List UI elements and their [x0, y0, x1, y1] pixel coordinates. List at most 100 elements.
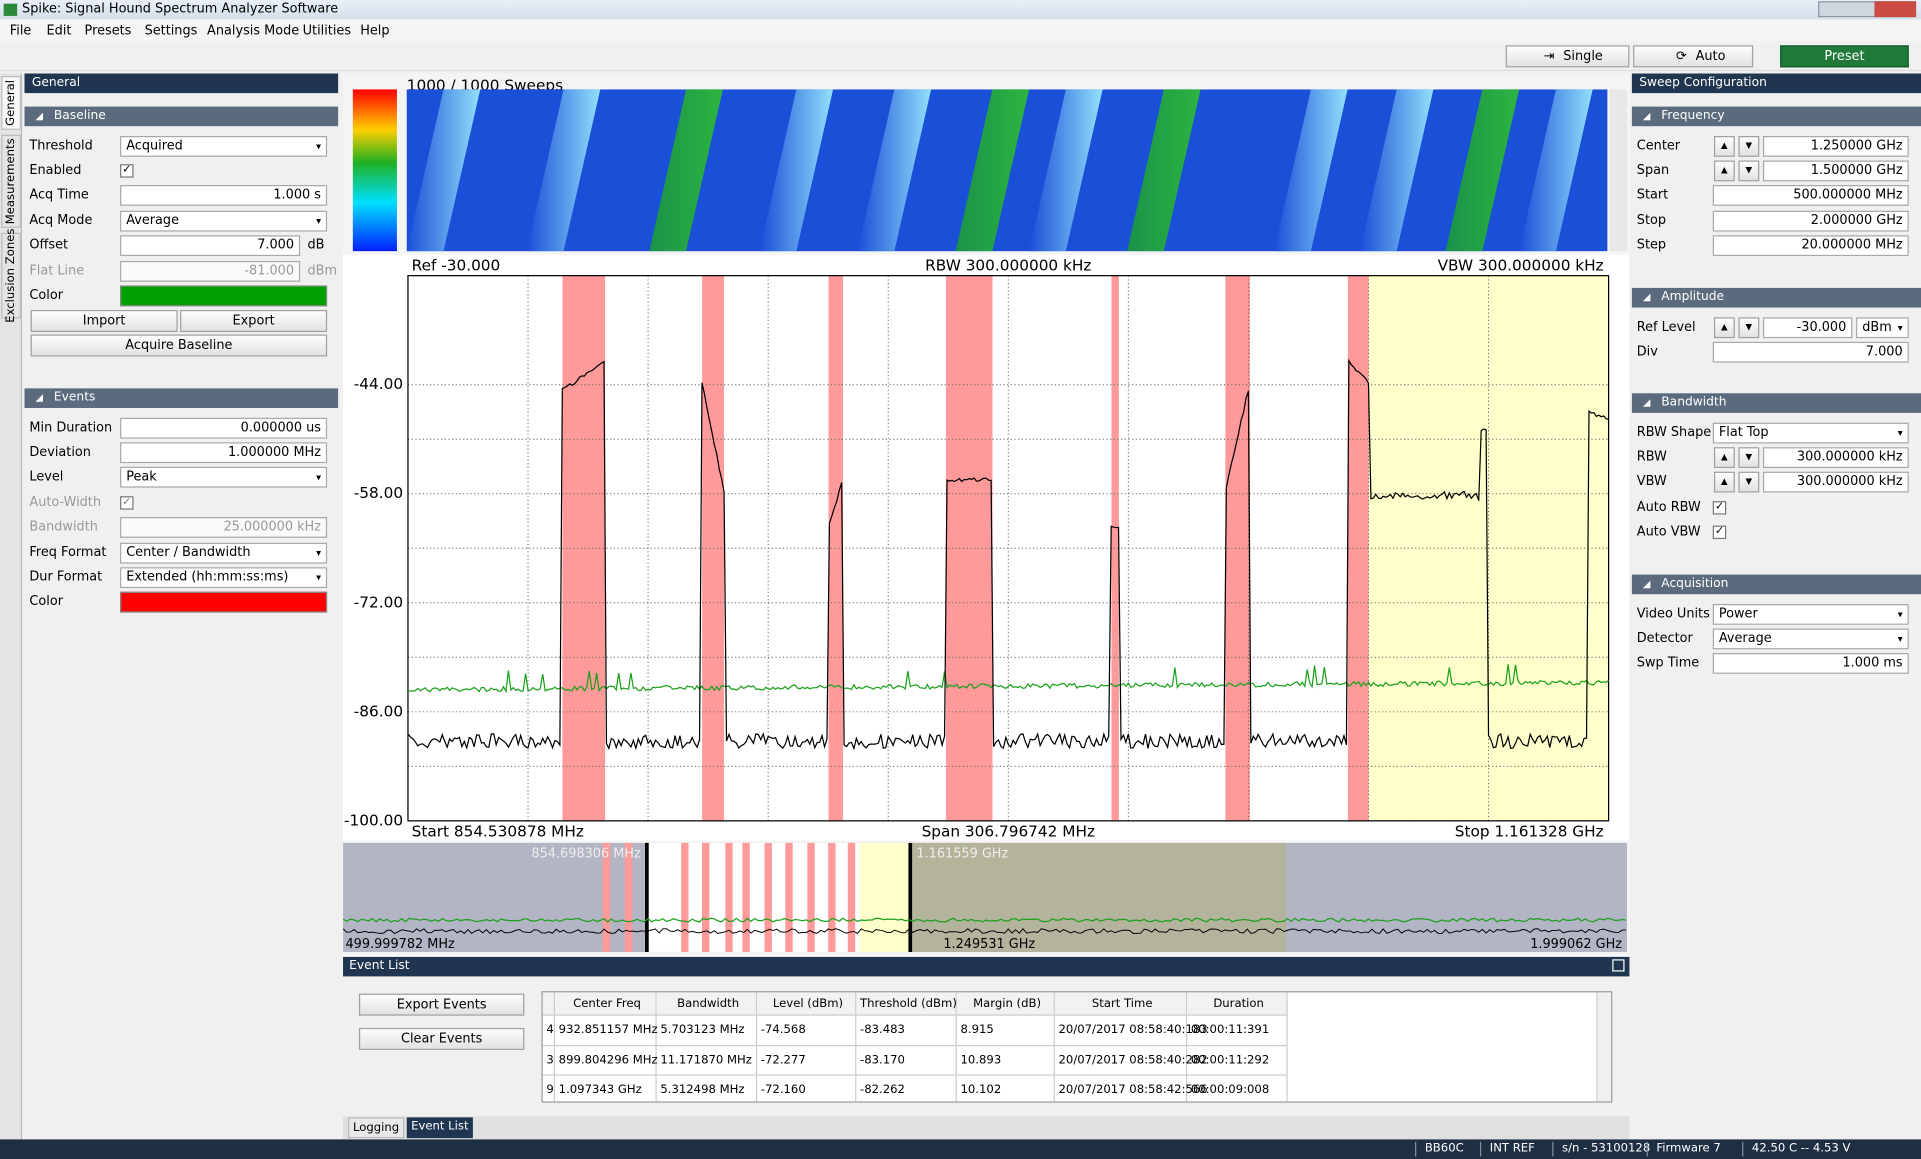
menu-item[interactable]: File — [9, 23, 32, 38]
section-header[interactable]: ◢ Acquisition — [1631, 574, 1921, 595]
panel-button[interactable]: Acquire Baseline — [30, 334, 328, 357]
chart-label: Start 854.530878 MHz — [412, 822, 584, 840]
menu-item[interactable]: Analysis Mode — [207, 23, 300, 38]
spin-up[interactable]: ▲ — [1713, 135, 1735, 157]
input-field[interactable]: 1.000000 MHz — [120, 442, 328, 463]
plot-frame — [407, 275, 1610, 822]
section-header[interactable]: ◢ Frequency — [1631, 106, 1921, 127]
input-field[interactable]: 500.000000 MHz — [1712, 185, 1909, 207]
column-header: Start Time — [1054, 992, 1188, 1016]
collapse-icon: ◢ — [1642, 578, 1651, 590]
menu-item[interactable]: Help — [360, 23, 390, 38]
spin-up[interactable]: ▲ — [1713, 160, 1735, 182]
input-field[interactable]: 300.000000 kHz — [1762, 447, 1909, 468]
single-button[interactable]: ⇥ Single — [1505, 45, 1630, 68]
spin-up[interactable]: ▲ — [1713, 447, 1735, 468]
input-field[interactable]: -30.000 — [1762, 316, 1853, 338]
checkbox[interactable]: ✓ — [120, 164, 134, 178]
preset-button[interactable]: Preset — [1780, 45, 1909, 68]
section-header[interactable]: ◢ Baseline — [24, 106, 339, 127]
bottom-tab[interactable]: Logging — [347, 1117, 405, 1139]
input-field[interactable]: 300.000000 kHz — [1762, 472, 1909, 493]
input-field[interactable]: 2.000000 GHz — [1712, 210, 1909, 232]
menu-item[interactable]: Presets — [84, 23, 132, 38]
menu-item[interactable]: Settings — [144, 23, 198, 38]
bottom-tab[interactable]: Event List — [406, 1117, 473, 1139]
table-scrollbar[interactable] — [1596, 992, 1612, 1102]
checkbox[interactable]: ✓ — [1712, 500, 1727, 515]
left-panel: General ◢ Baseline Threshold Acquired ▾ Enable… — [24, 73, 340, 1140]
input-field[interactable]: 1.000 ms — [1712, 653, 1909, 675]
input-field[interactable]: 1.250000 GHz — [1762, 135, 1909, 157]
menu-item[interactable]: Utilities — [302, 23, 352, 38]
field-value: Center / Bandwidth — [126, 544, 251, 560]
waterfall-scrollbar[interactable] — [1609, 89, 1627, 252]
spin-down[interactable]: ▼ — [1738, 160, 1760, 182]
row-number: 9 — [543, 1075, 555, 1102]
table-cell: -83.170 — [856, 1045, 957, 1076]
spin-down[interactable]: ▼ — [1738, 316, 1760, 338]
undock-icon[interactable] — [1612, 959, 1625, 972]
input-field[interactable]: 7.000 — [1712, 341, 1909, 363]
baseline-trace — [407, 664, 1609, 694]
spin-down[interactable]: ▼ — [1738, 472, 1760, 493]
y-tick-label: -58.00 — [354, 484, 403, 502]
input-field[interactable]: Peak ▾ — [120, 467, 328, 488]
side-tab[interactable]: General — [1, 75, 21, 130]
input-field[interactable]: Extended (hh:mm:ss:ms) ▾ — [120, 567, 328, 588]
side-tab[interactable]: Exclusion Zones — [1, 229, 21, 323]
spin-up[interactable]: ▲ — [1713, 472, 1735, 493]
panel-button[interactable]: Export — [180, 309, 328, 332]
input-field[interactable]: Average ▾ — [1712, 628, 1909, 650]
event-zone — [1111, 275, 1119, 821]
input-field[interactable]: Power ▾ — [1712, 603, 1909, 625]
side-tab-strip: General Measurements Exclusion Zones — [0, 73, 23, 1140]
input-field[interactable]: Acquired ▾ — [120, 135, 328, 157]
input-field[interactable]: 7.000 — [120, 235, 301, 257]
section-header[interactable]: ◢ Amplitude — [1631, 287, 1921, 308]
input-field[interactable]: 0.000000 us — [120, 417, 328, 438]
input-field[interactable]: 1.500000 GHz — [1762, 160, 1909, 182]
auto-button[interactable]: ⟳ Auto — [1633, 45, 1754, 68]
table-cell: 5.312498 MHz — [657, 1075, 758, 1102]
overview-label: 854.698306 MHz — [531, 846, 641, 861]
section-header[interactable]: ◢ Bandwidth — [1631, 393, 1921, 413]
spin-down[interactable]: ▼ — [1738, 447, 1760, 468]
input-field[interactable]: 1.000 s — [120, 185, 328, 207]
field-label: Level — [29, 469, 64, 485]
field-label: Bandwidth — [29, 519, 98, 535]
input-field[interactable]: Center / Bandwidth ▾ — [120, 542, 328, 563]
event-list-title: Event List — [343, 956, 1630, 977]
spin-down[interactable]: ▼ — [1738, 135, 1760, 157]
side-tab[interactable]: Measurements — [1, 134, 21, 228]
event-button[interactable]: Clear Events — [358, 1027, 525, 1050]
input-field[interactable]: Average ▾ — [120, 210, 328, 232]
status-item: s/n - 53100128 — [1562, 1141, 1651, 1156]
field-value: Average — [126, 212, 180, 228]
section-header[interactable]: ◢ Events — [24, 388, 339, 408]
color-swatch[interactable] — [120, 592, 328, 613]
side-tab-label: General — [4, 79, 18, 126]
field-label: Min Duration — [29, 419, 113, 435]
checkbox[interactable]: ✓ — [120, 495, 134, 510]
menu-bar: File Edit Presets Settings Analysis Mode Util… — [0, 19, 1921, 42]
dropdown-arrow: ▾ — [1897, 426, 1903, 438]
input-field[interactable]: 20.000000 MHz — [1712, 235, 1909, 257]
field-label: RBW Shape — [1636, 424, 1712, 440]
menu-item[interactable]: Edit — [46, 23, 72, 38]
color-swatch[interactable] — [120, 285, 328, 307]
field-value: Acquired — [126, 137, 183, 153]
overview-yellow — [860, 842, 910, 952]
table-cell: 00:00:11:292 — [1187, 1045, 1288, 1076]
event-button[interactable]: Export Events — [358, 993, 525, 1016]
unit-dropdown[interactable]: dBm ▾ — [1856, 316, 1909, 338]
spin-up[interactable]: ▲ — [1713, 316, 1735, 338]
input-field[interactable]: Flat Top ▾ — [1712, 422, 1909, 443]
input-field[interactable]: 25.000000 kHz — [120, 517, 328, 538]
checkbox[interactable]: ✓ — [1712, 525, 1727, 540]
close-button[interactable] — [1874, 1, 1917, 18]
input-field[interactable]: -81.000 — [120, 260, 301, 282]
app-icon — [3, 3, 18, 16]
panel-button[interactable]: Import — [30, 309, 178, 332]
status-item: BB60C — [1424, 1141, 1464, 1156]
